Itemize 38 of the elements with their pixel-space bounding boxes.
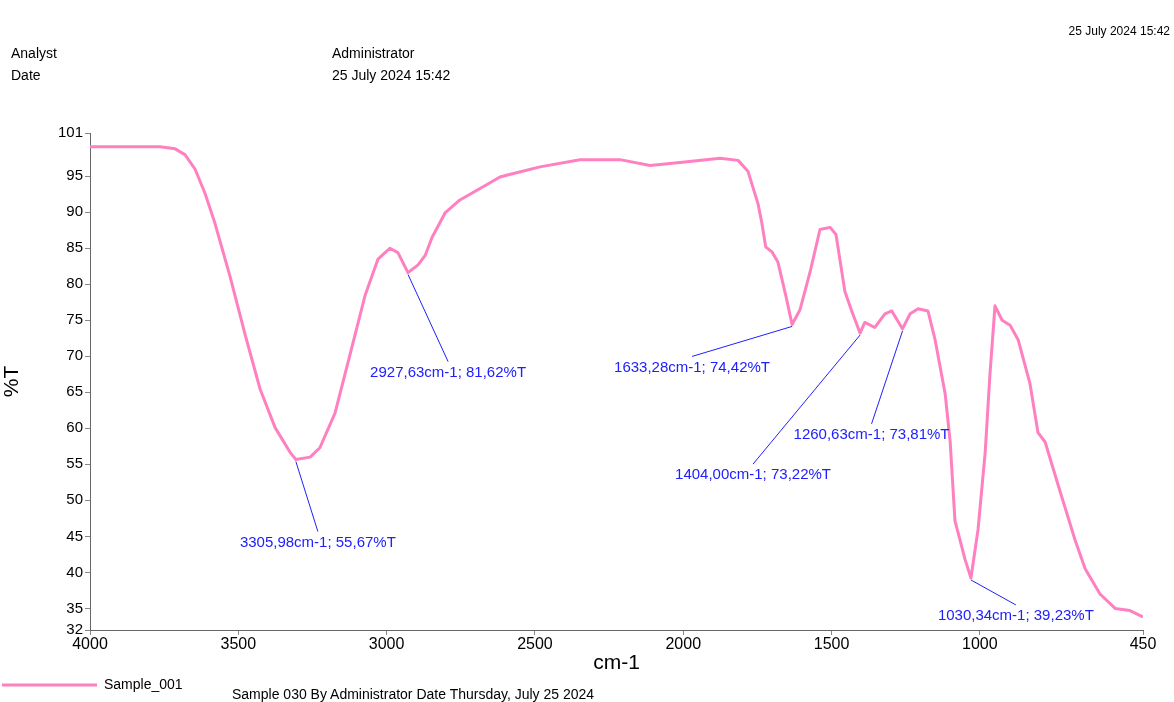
y-tick-label: 70 [66,346,83,364]
text: 25 July 2024 15:42 [332,67,451,83]
text: Date [11,67,41,83]
x-tick-label: 4000 [72,635,108,653]
y-tick-label: 65 [66,382,83,400]
y-tick-label: 90 [66,202,83,220]
y-tick-label: 80 [66,274,83,292]
x-tick-label: 1500 [813,635,850,653]
annotation: 1030,34cm-1; 39,23%T [937,606,1094,624]
annotation: 1404,00cm-1; 73,22%T [675,465,831,483]
text: 25 July 2024 15:42 [1068,24,1170,38]
x-axis-title: cm-1 [593,650,640,674]
y-tick-label: 35 [66,598,83,616]
annotation: 3305,98cm-1; 55,67%T [239,532,396,550]
x-tick-label: 3000 [368,635,405,653]
y-tick-label: 85 [66,238,83,256]
annotation: 1633,28cm-1; 74,42%T [614,357,770,375]
y-tick-label: 45 [66,526,83,544]
text: Administrator [332,45,415,61]
text: Analyst [11,45,57,61]
annotation: 2927,63cm-1; 81,62%T [370,362,527,380]
x-tick-label: 450 [1129,635,1157,653]
x-tick-label: 3500 [220,635,257,653]
y-axis-title: %T [0,365,23,398]
text: Sample 030 By Administrator Date Thursday, July 25 2024 [232,686,595,702]
annotation: 1260,63cm-1; 73,81%T [793,424,950,442]
text: Sample_001 [104,675,183,692]
y-tick-label: 60 [66,418,83,436]
y-tick-label: 101 [57,123,83,141]
x-tick-label: 2000 [665,635,702,653]
y-tick-label: 40 [66,562,83,580]
y-tick-label: 95 [66,166,83,184]
y-tick-label: 55 [66,454,83,472]
x-tick-label: 2500 [517,635,553,653]
y-tick-label: 32 [66,620,83,638]
y-tick-label: 75 [66,310,83,328]
x-tick-label: 1000 [962,635,998,653]
y-tick-label: 50 [66,490,83,508]
